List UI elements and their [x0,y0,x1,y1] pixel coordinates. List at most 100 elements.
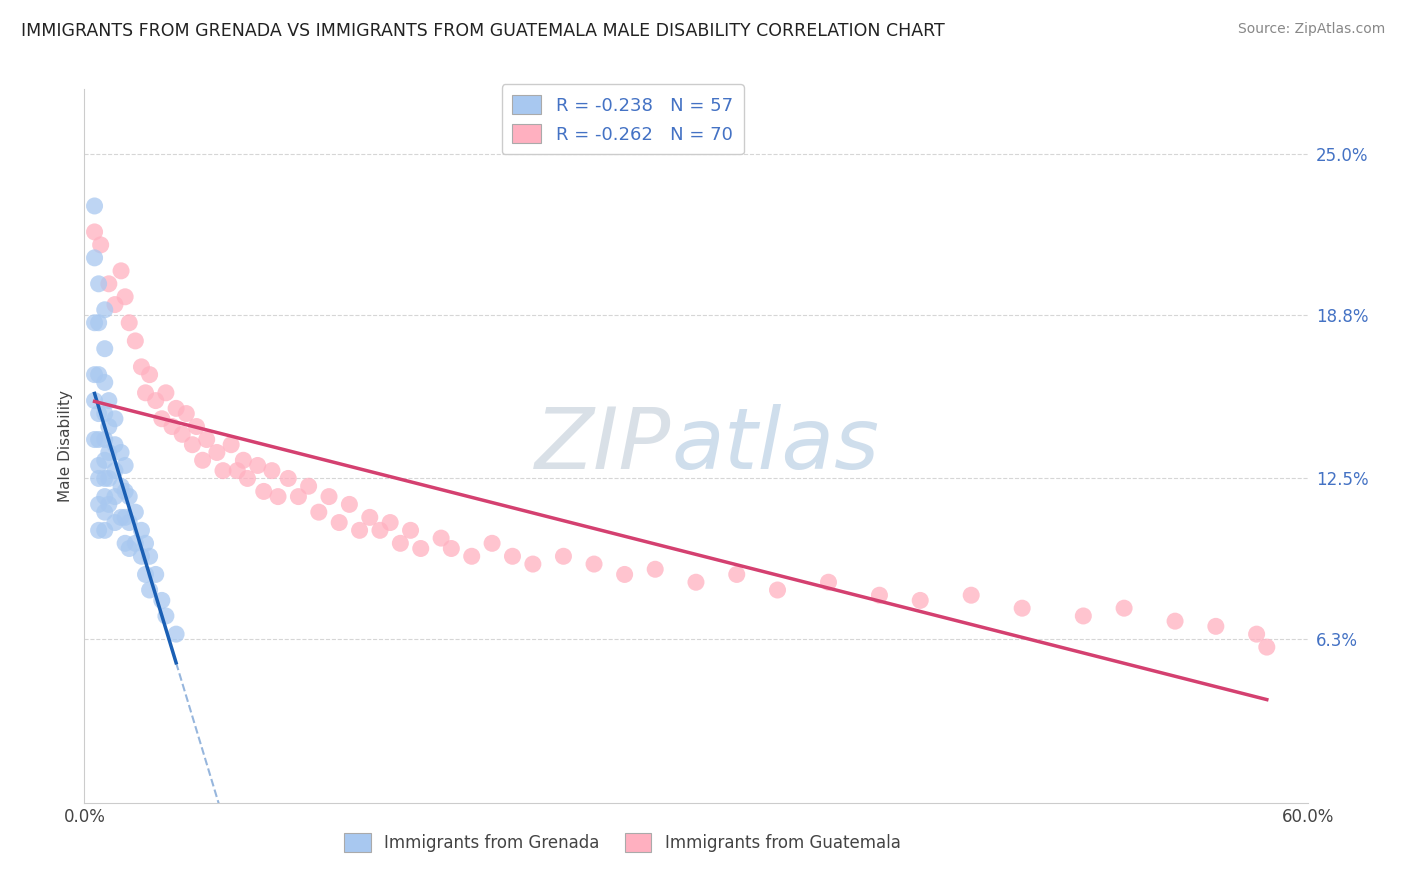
Point [83,433,105,447]
Point [138,549,160,564]
Point [97,393,120,408]
Point [172,427,194,442]
Point [145,567,167,582]
Point [219,438,242,452]
Point [93,453,115,467]
Point [308,505,330,519]
Point [150,593,173,607]
Point [114,484,136,499]
Point [87,368,110,382]
Point [430,531,453,545]
Point [191,453,214,467]
Point [685,575,707,590]
Point [817,575,839,590]
Point [135,385,157,400]
Point [277,471,299,485]
Point [97,497,120,511]
Point [522,557,544,571]
Point [87,471,110,485]
Point [160,419,183,434]
Point [118,541,141,556]
Point [1164,614,1187,628]
Point [83,368,105,382]
Point [131,549,153,564]
Point [118,490,141,504]
Point [110,264,132,278]
Point [87,458,110,473]
Point [328,516,350,530]
Point [138,368,160,382]
Point [1011,601,1033,615]
Point [440,541,463,556]
Point [93,471,115,485]
Point [83,316,105,330]
Point [389,536,412,550]
Point [97,419,120,434]
Point [138,582,160,597]
Point [97,445,120,459]
Point [298,479,321,493]
Point [93,407,115,421]
Point [174,407,197,421]
Point [93,342,115,356]
Point [131,524,153,538]
Point [195,433,218,447]
Point [93,505,115,519]
Point [104,490,127,504]
Point [87,407,110,421]
Point [97,471,120,485]
Point [124,505,146,519]
Point [155,609,177,624]
Point [260,464,283,478]
Text: ZIP: ZIP [536,404,672,488]
Point [181,438,204,452]
Point [960,588,983,602]
Point [232,453,254,467]
Point [135,567,157,582]
Point [910,593,932,607]
Point [725,567,748,582]
Point [118,516,141,530]
Point [481,536,503,550]
Point [205,445,228,459]
Point [93,490,115,504]
Point [380,516,402,530]
Point [93,376,115,390]
Point [110,479,132,493]
Legend: Immigrants from Grenada, Immigrants from Guatemala: Immigrants from Grenada, Immigrants from… [337,827,907,859]
Point [766,582,789,597]
Point [359,510,381,524]
Point [87,277,110,291]
Point [93,524,115,538]
Point [118,316,141,330]
Point [246,458,269,473]
Point [236,471,259,485]
Text: Source: ZipAtlas.com: Source: ZipAtlas.com [1237,22,1385,37]
Y-axis label: Male Disability: Male Disability [58,390,73,502]
Point [1246,627,1268,641]
Point [553,549,575,564]
Point [1256,640,1278,654]
Point [83,251,105,265]
Point [104,438,127,452]
Point [613,567,636,582]
Point [104,516,127,530]
Point [87,316,110,330]
Point [97,277,120,291]
Point [318,490,340,504]
Point [339,497,361,511]
Point [165,401,187,416]
Text: atlas: atlas [672,404,880,488]
Point [186,419,208,434]
Point [1205,619,1227,633]
Point [349,524,371,538]
Point [87,497,110,511]
Point [104,464,127,478]
Point [93,433,115,447]
Point [267,490,290,504]
Point [253,484,276,499]
Point [1114,601,1136,615]
Point [124,536,146,550]
Point [87,524,110,538]
Point [165,627,187,641]
